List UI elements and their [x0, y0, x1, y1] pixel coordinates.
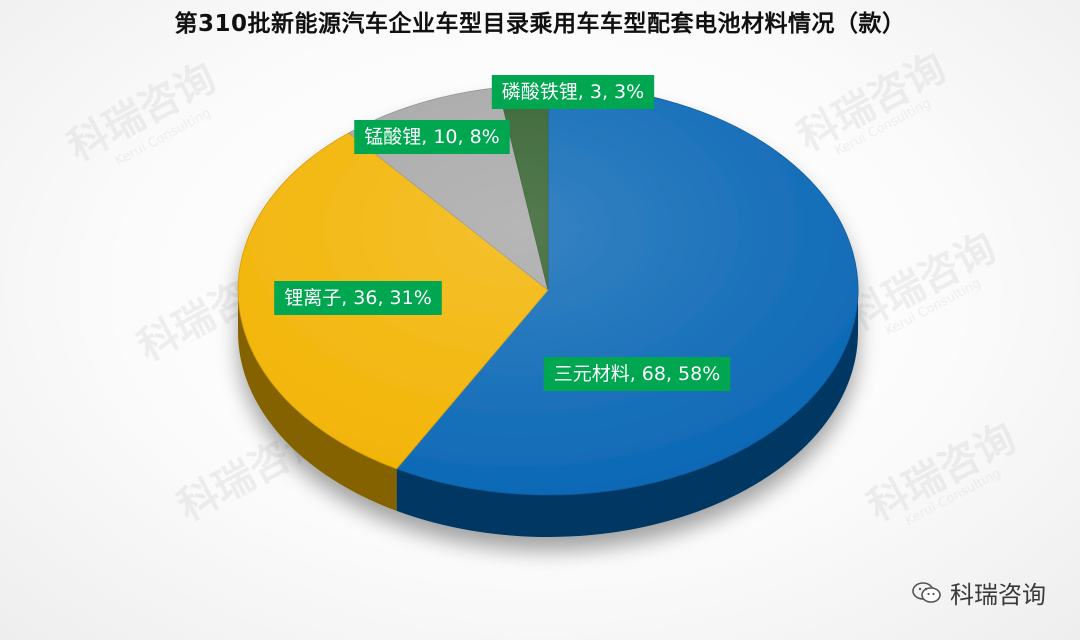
data-label-text: 磷酸铁锂, 3, 3%	[502, 81, 644, 103]
data-label-text: 三元材料, 68, 58%	[554, 363, 721, 385]
wechat-icon	[912, 581, 942, 605]
pie-shine	[238, 85, 858, 495]
data-label-box	[543, 357, 731, 391]
data-label: 磷酸铁锂, 3, 3%	[491, 75, 655, 109]
chart-title: 第310批新能源汽车企业车型目录乘用车车型配套电池材料情况（款）	[174, 11, 906, 37]
pie-slice-side	[238, 290, 397, 511]
data-label-box	[491, 75, 655, 109]
data-label-box	[274, 281, 442, 315]
credit-text: 科瑞咨询	[950, 581, 1046, 609]
data-label: 三元材料, 68, 58%	[543, 357, 731, 391]
data-label-text: 锂离子, 36, 31%	[284, 287, 432, 309]
data-label: 锂离子, 36, 31%	[274, 281, 442, 315]
pie-body	[237, 84, 859, 537]
data-label-box	[354, 120, 510, 154]
data-label-text: 锰酸锂, 10, 8%	[364, 126, 499, 148]
source-credit: 科瑞咨询	[912, 575, 1046, 610]
pie-slice-side	[396, 290, 858, 537]
data-label: 锰酸锂, 10, 8%	[354, 120, 510, 154]
